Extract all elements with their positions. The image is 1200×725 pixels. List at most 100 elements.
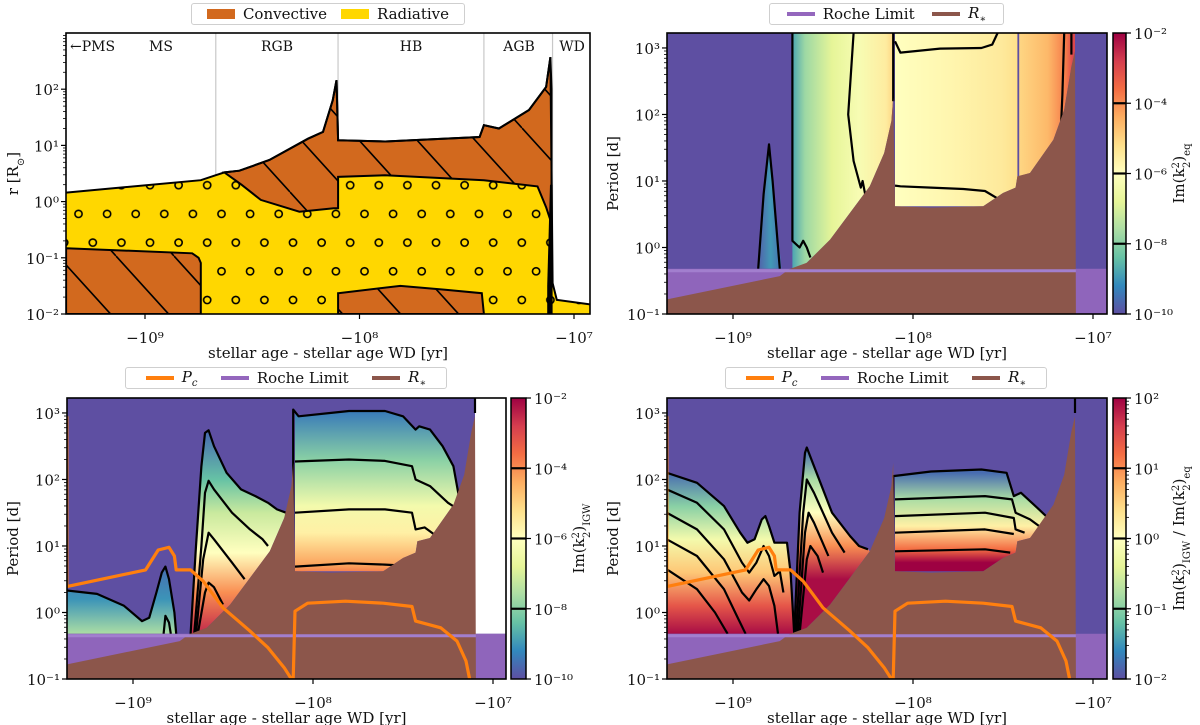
legend-item-p: Pc [145, 367, 198, 389]
y-tick-label: 10¹ [635, 538, 660, 556]
contour-line [196, 581, 224, 634]
legend-label: R∗ [1008, 367, 1027, 389]
colorbar-tick-label: 10⁻¹⁰ [534, 671, 573, 689]
x-tick-label: −10⁹ [114, 694, 152, 712]
legend-swatch [932, 12, 961, 16]
legend-swatch [206, 9, 235, 19]
legend-item-r: R∗ [972, 368, 1026, 389]
phase-label-pms: ←PMS [70, 39, 115, 55]
legend-swatch [786, 12, 815, 16]
contour-line [294, 508, 435, 535]
y-tick-label: 10⁰ [635, 604, 660, 622]
legend-label: Pc [181, 367, 198, 389]
legend-item-convective: Convective [206, 5, 328, 23]
legend-label: Roche Limit [256, 369, 349, 387]
legend-swatch [145, 376, 174, 380]
pc-line [667, 416, 1072, 679]
y-tick-label: 10⁻¹ [27, 671, 60, 689]
contour-line [667, 538, 747, 635]
heatmap-region [190, 430, 286, 634]
contour-line [292, 408, 460, 573]
x-tick-label: −10⁹ [714, 329, 752, 347]
panel-im_k2_eq: 10⁻² 10⁻⁴ 10⁻⁶ 10⁻⁸ 10⁻¹⁰ Im(k22)eq −10⁹ −10⁸ −1… [604, 25, 1193, 362]
heatmap-region [794, 447, 870, 634]
contour-line [894, 511, 1025, 534]
legend-swatch [372, 376, 401, 380]
legend-swatch [972, 376, 1001, 380]
x-axis-label: stellar age - stellar age WD [yr] [208, 344, 448, 362]
pc-line [67, 416, 472, 679]
legend-item-roche-limit: Roche Limit [220, 369, 349, 387]
colorbar-tick-label: 10⁻¹⁰ [1134, 306, 1173, 324]
x-tick-label: −10⁹ [126, 329, 164, 347]
axes-frame [666, 32, 1108, 315]
x-tick-label: −10⁸ [894, 329, 932, 347]
x-tick-label: −10⁷ [555, 329, 593, 347]
contour-line [193, 479, 269, 634]
y-tick-label: 10⁻² [26, 306, 59, 324]
convective-core-hb-hatch [337, 284, 485, 314]
x-tick-label: −10⁹ [714, 694, 752, 712]
contour-line [894, 548, 1011, 554]
legend-label: R∗ [408, 367, 427, 389]
heatmap-region [895, 33, 1018, 207]
colorbar-label: Im(k22)IGW [570, 503, 593, 574]
y-tick-label: 10² [635, 471, 660, 489]
y-axis-label: r [R⊙] [4, 152, 27, 195]
contour-line [67, 565, 178, 634]
y-tick-label: 10² [34, 81, 59, 99]
axes-frame [65, 32, 591, 315]
panel-im_k2_igw: 10⁻² 10⁻⁴ 10⁻⁶ 10⁻⁸ 10⁻¹⁰ Im(k22)IGW −10⁹ −10⁸ −… [4, 390, 593, 725]
plot-area [667, 398, 1107, 679]
x-axis-label: stellar age - stellar age WD [yr] [167, 709, 407, 725]
legend-label: Convective [242, 5, 328, 23]
heatmap-region [667, 472, 795, 634]
contour-line [796, 511, 830, 634]
x-axis-label: stellar age - stellar age WD [yr] [767, 709, 1007, 725]
phase-label-ms: MS [149, 39, 173, 55]
legend-item-roche-limit: Roche Limit [820, 369, 949, 387]
legend-swatch [340, 9, 369, 19]
contour-line [189, 429, 287, 634]
legend-structure: Convective Radiative [191, 3, 465, 25]
y-tick-label: 10⁰ [34, 194, 59, 212]
colorbar-tick-label: 10⁻² [534, 390, 567, 408]
heatmap-region [895, 469, 1048, 572]
contour-line [667, 511, 780, 634]
contour-line [757, 143, 781, 269]
y-tick-label: 10² [635, 106, 660, 124]
colorbar-tick-label: 10⁻² [1134, 25, 1167, 43]
plot-area [67, 398, 506, 679]
plot-area [66, 33, 590, 314]
y-tick-label: 10⁰ [35, 604, 60, 622]
colorbar-label: Im(k22)IGW / Im(k22)eq [1170, 466, 1193, 611]
contour-line [667, 568, 729, 635]
legend-label: R∗ [968, 3, 987, 25]
contour-line [794, 478, 846, 634]
legend-label: Roche Limit [856, 369, 949, 387]
y-tick-label: 10³ [635, 405, 660, 423]
colorbar-tick-label: 10⁻⁴ [1134, 95, 1167, 113]
legend-item-r: R∗ [932, 4, 986, 25]
legend-label: Pc [781, 367, 798, 389]
legend-im-k2-igw: Pc Roche Limit R∗ [125, 367, 447, 389]
colorbar-tick-label: 10¹ [1134, 460, 1159, 478]
stellar-radius-fill [67, 416, 476, 679]
heatmap-region [295, 411, 459, 572]
convective-core-ms-hatch [66, 247, 202, 314]
x-tick-label: −10⁷ [474, 694, 512, 712]
contour-line [294, 458, 456, 509]
colorbar-tick-label: 10⁻¹ [1134, 601, 1167, 619]
axes-frame [66, 397, 507, 680]
contour-line [667, 488, 785, 593]
stellar-surface-line [66, 57, 590, 306]
legend-im-k2-ratio: Pc Roche Limit R∗ [725, 367, 1047, 389]
contour-line [791, 33, 812, 258]
stellar-radius-fill [667, 51, 1076, 314]
x-tick-label: −10⁷ [1074, 329, 1112, 347]
y-tick-label: 10⁻¹ [627, 671, 660, 689]
contour-line [894, 495, 1040, 527]
axes-frame [666, 397, 1108, 680]
y-tick-label: 10¹ [34, 137, 59, 155]
